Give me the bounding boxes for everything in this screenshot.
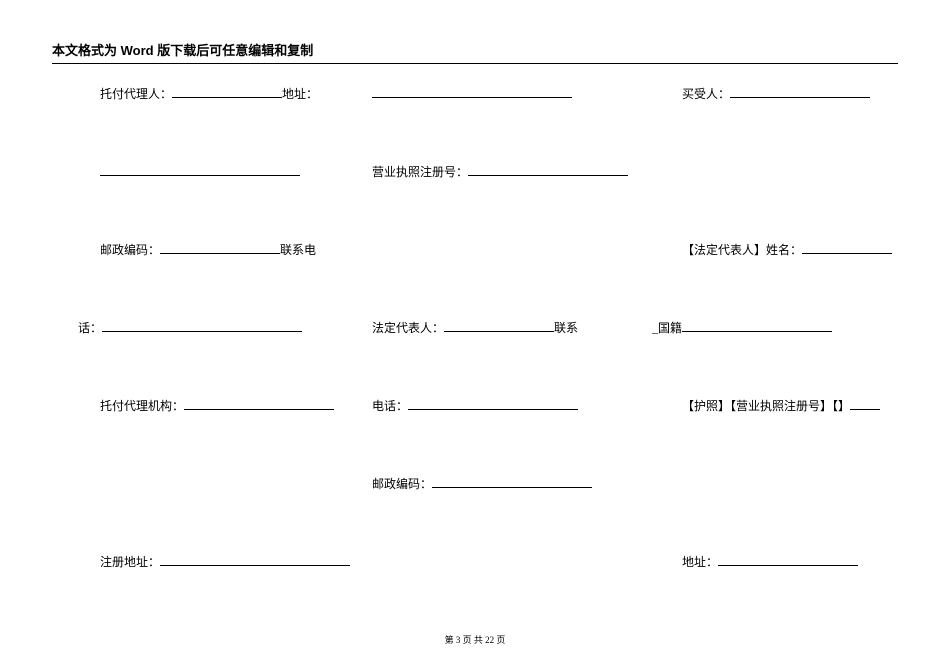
form-cell: 买受人：: [662, 84, 920, 102]
blank-line: [102, 318, 302, 332]
field-label: 话：: [78, 319, 102, 336]
form-cell: [662, 162, 920, 180]
blank-line: [372, 84, 572, 98]
form-cell: 话：: [52, 318, 372, 336]
form-row: 邮政编码： 联系电 【法定代表人】姓名：: [52, 240, 920, 258]
form-cell: 托付代理人： 地址：: [52, 84, 372, 102]
field-label: 地址：: [282, 85, 318, 102]
footer-total: 22: [485, 635, 494, 645]
blank-line: [850, 396, 880, 410]
form-cell: [372, 240, 662, 258]
field-label: 联系: [554, 319, 578, 336]
field-label: 注册地址：: [100, 553, 160, 570]
form-row: 托付代理机构： 电话： 【护照】【营业执照注册号】【】: [52, 396, 920, 414]
form-cell: 电话：: [372, 396, 662, 414]
blank-line: [730, 84, 870, 98]
form-cell: 邮政编码：: [372, 474, 662, 492]
form-content: 托付代理人： 地址： 买受人： 营业执照注册号： 邮政编码： 联系电 【法定代表人】姓名： 话…: [52, 80, 920, 630]
form-cell: 地址：: [662, 552, 920, 570]
footer-prefix: 第: [445, 635, 456, 645]
field-label: 邮政编码：: [100, 241, 160, 258]
page-footer: 第 3 页 共 22 页: [0, 633, 950, 646]
form-cell: [52, 474, 372, 492]
blank-line: [432, 474, 592, 488]
form-cell: 【护照】【营业执照注册号】【】: [662, 396, 920, 414]
field-label: _国籍: [652, 319, 682, 336]
field-label: 联系电: [280, 241, 316, 258]
field-label: 营业执照注册号：: [372, 163, 468, 180]
form-cell: [372, 84, 662, 102]
field-label: 邮政编码：: [372, 475, 432, 492]
blank-line: [682, 318, 832, 332]
form-cell: [662, 474, 920, 492]
footer-mid: 页 共: [460, 635, 485, 645]
form-cell: 注册地址：: [52, 552, 372, 570]
form-cell: _国籍: [632, 318, 920, 336]
form-cell: 邮政编码： 联系电: [52, 240, 372, 258]
blank-line: [160, 552, 350, 566]
field-label: 托付代理人：: [100, 85, 172, 102]
blank-line: [802, 240, 892, 254]
page-header: 本文格式为 Word 版下载后可任意编辑和复制: [52, 40, 898, 64]
blank-line: [172, 84, 282, 98]
form-row: 托付代理人： 地址： 买受人：: [52, 84, 920, 102]
blank-line: [184, 396, 334, 410]
field-label: 【护照】【营业执照注册号】【】: [682, 397, 850, 414]
footer-suffix: 页: [494, 635, 505, 645]
form-cell: 营业执照注册号：: [372, 162, 662, 180]
header-title: 本文格式为 Word 版下载后可任意编辑和复制: [52, 43, 313, 58]
field-label: 电话：: [372, 397, 408, 414]
form-row: 注册地址： 地址：: [52, 552, 920, 570]
blank-line: [718, 552, 858, 566]
blank-line: [468, 162, 628, 176]
blank-line: [444, 318, 554, 332]
form-cell: 法定代表人： 联系: [372, 318, 662, 336]
field-label: 【法定代表人】姓名：: [682, 241, 802, 258]
form-row: 邮政编码：: [52, 474, 920, 492]
field-label: 托付代理机构：: [100, 397, 184, 414]
blank-line: [100, 162, 300, 176]
form-cell: 【法定代表人】姓名：: [662, 240, 920, 258]
blank-line: [408, 396, 578, 410]
form-cell: [372, 552, 662, 570]
field-label: 法定代表人：: [372, 319, 444, 336]
form-cell: 托付代理机构：: [52, 396, 372, 414]
form-row: 话： 法定代表人： 联系 _国籍: [52, 318, 920, 336]
form-cell: [52, 162, 372, 180]
blank-line: [160, 240, 280, 254]
field-label: 地址：: [682, 553, 718, 570]
field-label: 买受人：: [682, 85, 730, 102]
form-row: 营业执照注册号：: [52, 162, 920, 180]
